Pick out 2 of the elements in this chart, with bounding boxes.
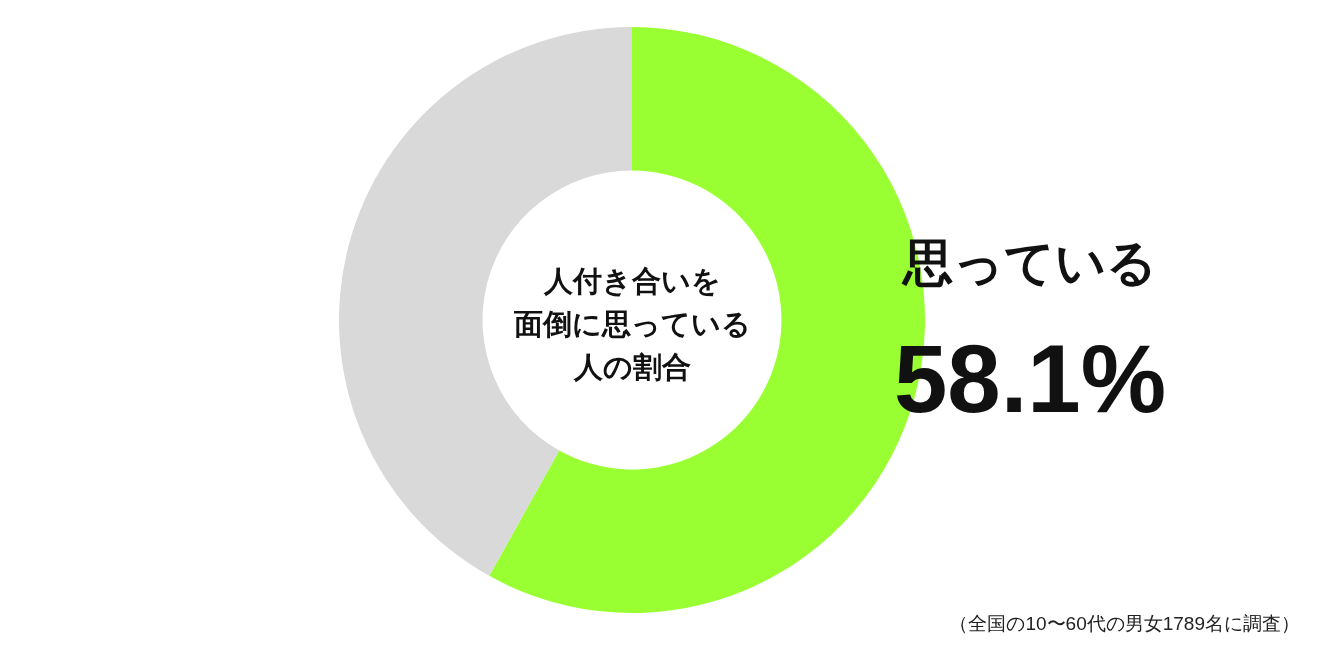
text: （全国の10〜60代の男女1789名に調査） xyxy=(949,613,1300,634)
text: 人付き合いを面倒に思っている人の割合 xyxy=(512,263,752,385)
